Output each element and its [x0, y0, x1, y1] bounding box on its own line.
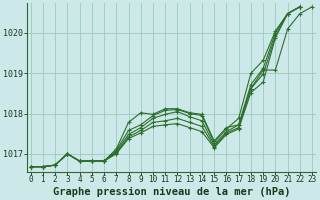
X-axis label: Graphe pression niveau de la mer (hPa): Graphe pression niveau de la mer (hPa): [52, 187, 290, 197]
